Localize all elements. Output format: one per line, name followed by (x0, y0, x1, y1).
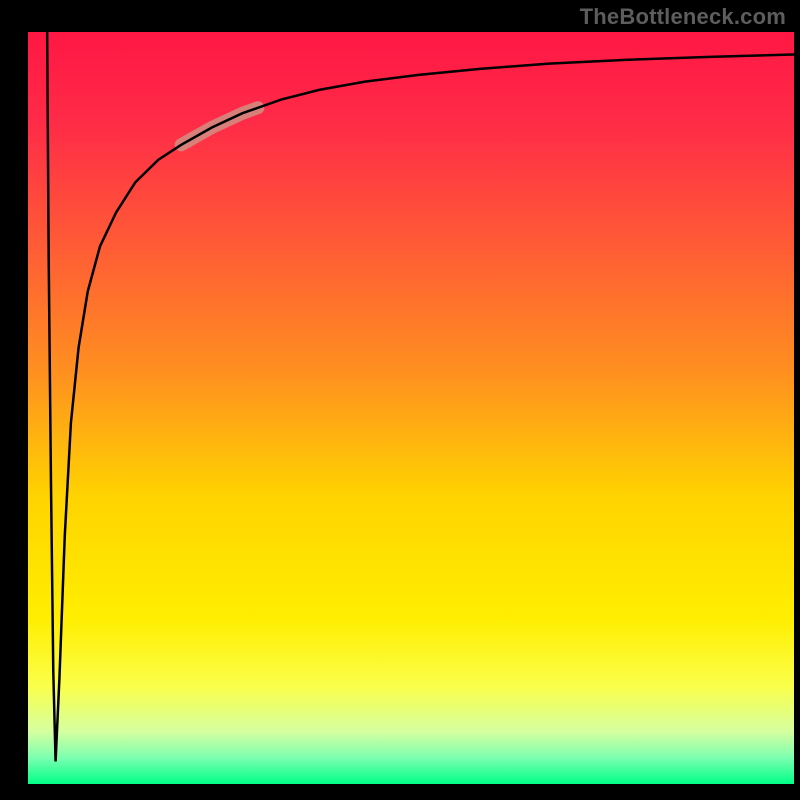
chart-container: TheBottleneck.com (0, 0, 800, 800)
plot-area (28, 32, 794, 784)
main-curve (47, 32, 794, 761)
curve-svg (28, 32, 794, 784)
watermark-text: TheBottleneck.com (580, 4, 786, 30)
